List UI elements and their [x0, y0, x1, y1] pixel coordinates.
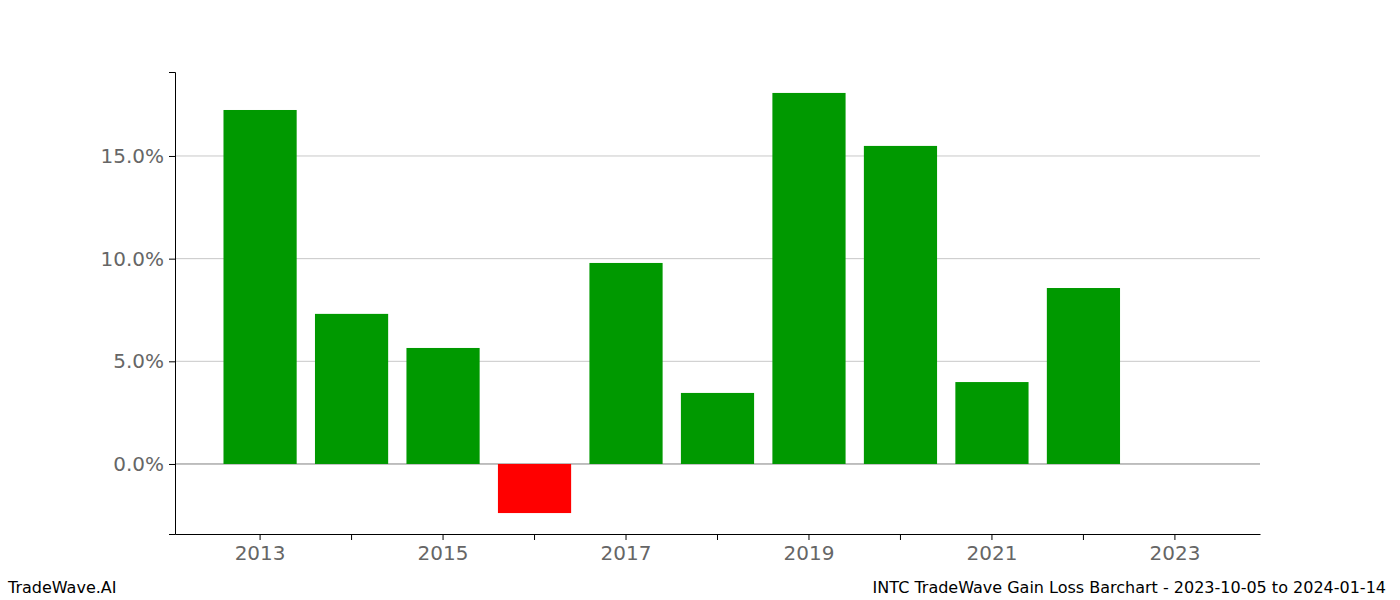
bar: [498, 464, 571, 513]
bar: [1047, 288, 1120, 464]
watermark: TradeWave.AI: [7, 578, 116, 597]
x-tick-mark: [808, 534, 809, 540]
x-tick-mark: [991, 534, 992, 540]
x-tick-mark: [900, 534, 901, 540]
y-tick: 0.0%: [113, 452, 175, 476]
y-tick: 5.0%: [113, 349, 175, 373]
x-tick: 2017: [601, 534, 652, 565]
x-tick: 2023: [1149, 534, 1200, 565]
y-tick-label: 15.0%: [100, 144, 164, 168]
x-tick-mark: [626, 534, 627, 540]
x-tick: 2015: [418, 534, 469, 565]
x-tick-mark: [1174, 534, 1175, 540]
x-tick: [351, 534, 352, 540]
x-tick-mark: [351, 534, 352, 540]
y-tick-mark: [169, 464, 175, 465]
y-tick: 10.0%: [100, 247, 175, 271]
bar: [681, 393, 754, 464]
grid-line: [175, 155, 1260, 156]
x-tick: 2019: [784, 534, 835, 565]
y-tick-mark: [169, 156, 175, 157]
x-tick-mark: [717, 534, 718, 540]
x-tick-label: 2015: [418, 541, 469, 565]
x-tick: [534, 534, 535, 540]
grid: [175, 156, 1260, 464]
bars: [223, 93, 1120, 513]
bar: [589, 263, 662, 464]
x-tick-mark: [534, 534, 535, 540]
grid-line: [175, 258, 1260, 259]
bar: [406, 348, 479, 464]
chart: 0.0%5.0%10.0%15.0%2013201520172019202120…: [0, 0, 1400, 600]
x-tick-label: 2021: [966, 541, 1017, 565]
bar: [955, 382, 1028, 464]
y-tick-label: 0.0%: [113, 452, 164, 476]
y-axis: 0.0% 5.0% 10.0% 15.0%: [100, 73, 175, 535]
x-tick-mark: [443, 534, 444, 540]
x-tick: 2021: [966, 534, 1017, 565]
x-tick: [717, 534, 718, 540]
y-tick-mark: [169, 259, 175, 260]
x-tick: 2013: [235, 534, 286, 565]
x-tick-mark: [260, 534, 261, 540]
x-axis: 2013 2015 2017 2019 2021 2023: [176, 534, 1261, 565]
y-tick: 15.0%: [100, 144, 175, 168]
bar: [772, 93, 845, 464]
bar: [315, 314, 388, 464]
title: INTC TradeWave Gain Loss Barchart - 2023…: [873, 578, 1386, 597]
x-tick-label: 2019: [784, 541, 835, 565]
x-tick-label: 2023: [1149, 541, 1200, 565]
y-axis-line: [169, 73, 176, 535]
x-tick-mark: [1083, 534, 1084, 540]
bar: [223, 110, 296, 464]
x-tick-label: 2013: [235, 541, 286, 565]
bar: [864, 146, 937, 464]
x-tick-label: 2017: [601, 541, 652, 565]
y-tick-label: 5.0%: [113, 349, 164, 373]
x-tick: [900, 534, 901, 540]
y-tick-mark: [169, 361, 175, 362]
x-tick: [1083, 534, 1084, 540]
y-tick-label: 10.0%: [100, 247, 164, 271]
